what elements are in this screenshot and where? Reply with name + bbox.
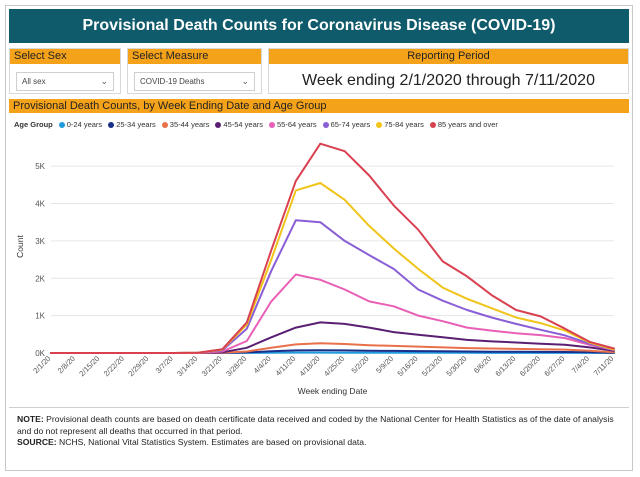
x-tick-label: 6/13/20 [493,354,517,378]
legend-swatch [376,121,383,128]
x-tick-label: 5/9/20 [374,354,395,375]
chevron-down-icon: ⌄ [100,76,108,86]
sex-select-value: All sex [22,77,46,86]
source-text: NCHS, National Vital Statistics System. … [59,437,367,448]
x-tick-label: 6/20/20 [518,354,542,378]
x-axis-title: Week ending Date [298,386,368,396]
legend-item[interactable]: 75-84 years [376,120,424,129]
note-label: NOTE: [17,414,44,424]
legend-item[interactable]: 55-64 years [269,120,317,129]
y-axis-title: Count [15,235,25,258]
x-tick-label: 3/28/20 [224,354,248,378]
legend-item[interactable]: 25-34 years [108,120,156,129]
chevron-down-icon: ⌄ [241,76,249,86]
legend-swatch [58,121,65,128]
x-tick-label: 7/11/20 [592,354,616,378]
x-tick-label: 3/21/20 [200,354,224,378]
series-line-65-74-years [50,219,615,354]
x-tick-label: 2/15/20 [77,354,101,378]
legend-item[interactable]: 65-74 years [322,120,371,129]
legend-label: 75-84 years [384,120,424,129]
x-tick-label: 4/25/20 [322,354,346,378]
legend-item[interactable]: 45-54 years [215,120,263,129]
sex-select[interactable]: All sex ⌄ [16,72,114,91]
series-line-85-years-and-over [50,142,615,354]
legend-swatch [161,121,168,128]
measure-filter-panel: Select Measure COVID-19 Deaths ⌄ [127,48,262,94]
y-tick-label: 0K [35,349,45,358]
x-tick-label: 5/23/20 [420,354,444,378]
x-tick-label: 3/14/20 [175,354,199,378]
y-tick-label: 4K [35,200,45,209]
y-tick-label: 1K [35,312,45,321]
reporting-period-label: Reporting Period [269,49,628,64]
sex-filter-panel: Select Sex All sex ⌄ [9,48,121,94]
y-tick-label: 3K [35,237,45,246]
note-text: Provisional death counts are based on de… [17,414,614,436]
legend-label: 65-74 years [330,120,371,129]
source-label: SOURCE: [17,437,57,448]
notes-section: NOTE: Provisional death counts are based… [9,407,629,465]
legend-label: 55-64 years [277,120,317,129]
sex-filter-label: Select Sex [10,49,120,64]
measure-select-value: COVID-19 Deaths [140,77,205,86]
measure-filter-label: Select Measure [128,49,261,64]
x-tick-label: 5/30/20 [444,354,468,378]
legend-swatch [215,121,222,128]
legend-swatch [269,121,276,128]
x-tick-label: 2/22/20 [102,354,126,378]
y-tick-label: 2K [35,274,45,283]
legend-swatch [108,121,115,128]
legend-item[interactable]: 35-44 years [161,120,210,129]
x-tick-label: 2/29/20 [126,354,150,378]
x-tick-label: 4/18/20 [298,354,322,378]
page-title: Provisional Death Counts for Coronavirus… [9,9,629,43]
legend-swatch [429,121,436,128]
x-tick-label: 4/4/20 [252,354,273,375]
chart-header: Provisional Death Counts, by Week Ending… [9,99,629,113]
x-tick-label: 5/16/20 [396,354,420,378]
legend-item[interactable]: 85 years and over [429,120,498,129]
x-tick-label: 5/2/20 [350,354,371,375]
x-tick-label: 7/4/20 [570,354,591,375]
x-tick-label: 2/8/20 [56,354,77,375]
note-line: NOTE: Provisional death counts are based… [17,414,621,437]
y-tick-label: 5K [35,162,45,171]
x-tick-label: 6/6/20 [472,354,493,375]
chart-legend: Age Group 0-24 years 25-34 years 35-44 yea… [14,120,504,129]
measure-select[interactable]: COVID-19 Deaths ⌄ [134,72,255,91]
legend-swatch [322,121,329,128]
legend-label: 85 years and over [437,120,498,129]
reporting-period-panel: Reporting Period Week ending 2/1/2020 th… [268,48,629,94]
source-line: SOURCE: NCHS, National Vital Statistics … [17,437,621,449]
reporting-period-value: Week ending 2/1/2020 through 7/11/2020 [302,72,595,89]
legend-label: 45-54 years [223,120,264,129]
x-tick-label: 3/7/20 [154,354,175,375]
legend-label: 0-24 years [66,120,103,129]
legend-label: 25-34 years [116,120,156,129]
legend-label: 35-44 years [169,120,210,129]
legend-title: Age Group [14,120,53,129]
x-tick-label: 6/27/20 [542,354,566,378]
legend-item[interactable]: 0-24 years [58,120,103,129]
x-tick-label: 4/11/20 [274,354,298,378]
